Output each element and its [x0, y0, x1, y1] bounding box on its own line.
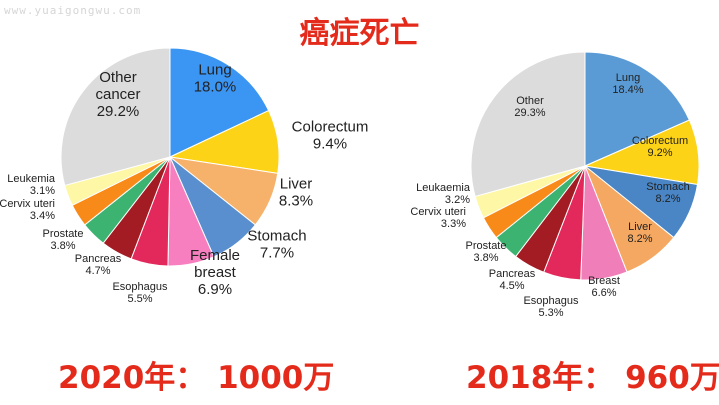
watermark: www.yuaigongwu.com — [4, 4, 142, 17]
slice-label-pancreas: Pancreas 4.7% — [75, 253, 122, 277]
caption-2020: 2020年： 1000万 — [58, 360, 335, 396]
slice-label-prostate: Prostate 3.8% — [466, 240, 507, 264]
caption-2018: 2018年： 960万 — [466, 360, 719, 396]
pie-slice-other — [470, 51, 586, 198]
slice-label-pancreas: Pancreas 4.5% — [489, 268, 536, 292]
pie-slice-lung — [169, 47, 270, 158]
pie-slice-lung — [584, 51, 690, 167]
slice-label-stomach: Stomach 8.2% — [646, 181, 689, 205]
slice-label-leukaemia: Leukaemia 3.2% — [416, 182, 471, 206]
pie-slice-other — [60, 47, 171, 187]
slice-label-lung: Lung 18.0% — [194, 62, 237, 96]
slice-label-leukemia: Leukemia 3.1% — [7, 173, 56, 197]
slice-label-female: Female breast 6.9% — [190, 247, 240, 298]
pie-chart-2020: Lung 18.0% Colorectum 9.4% Liver 8.3% Stomach 7… — [0, 47, 369, 305]
slice-label-esophagus: Esophagus 5.5% — [112, 281, 168, 305]
slice-label-cervix-uteri: Cervix uteri 3.4% — [0, 198, 55, 222]
slice-label-stomach: Stomach 7.7% — [247, 228, 306, 262]
slice-label-other: Other 29.3% — [514, 95, 545, 119]
slice-label-esophagus: Esophagus 5.3% — [523, 295, 579, 319]
slice-label-liver: Liver 8.3% — [279, 176, 313, 210]
slice-label-colorectum: Colorectum 9.2% — [632, 135, 688, 159]
page-title: 癌症死亡 — [299, 16, 420, 51]
slice-label-lung: Lung 18.4% — [612, 72, 643, 96]
pie-chart-2018: Lung 18.4% Colorectum 9.2% Stomach 8.2% Liver 8… — [410, 51, 700, 319]
slice-label-breast: Breast 6.6% — [588, 275, 620, 299]
slice-label-prostate: Prostate 3.8% — [43, 228, 84, 252]
slice-label-cervix-uteri: Cervix uteri 3.3% — [410, 206, 466, 230]
slice-label-colorectum: Colorectum 9.4% — [292, 119, 369, 153]
slice-label-other: Other cancer 29.2% — [95, 69, 140, 120]
slice-label-liver: Liver 8.2% — [627, 221, 652, 245]
